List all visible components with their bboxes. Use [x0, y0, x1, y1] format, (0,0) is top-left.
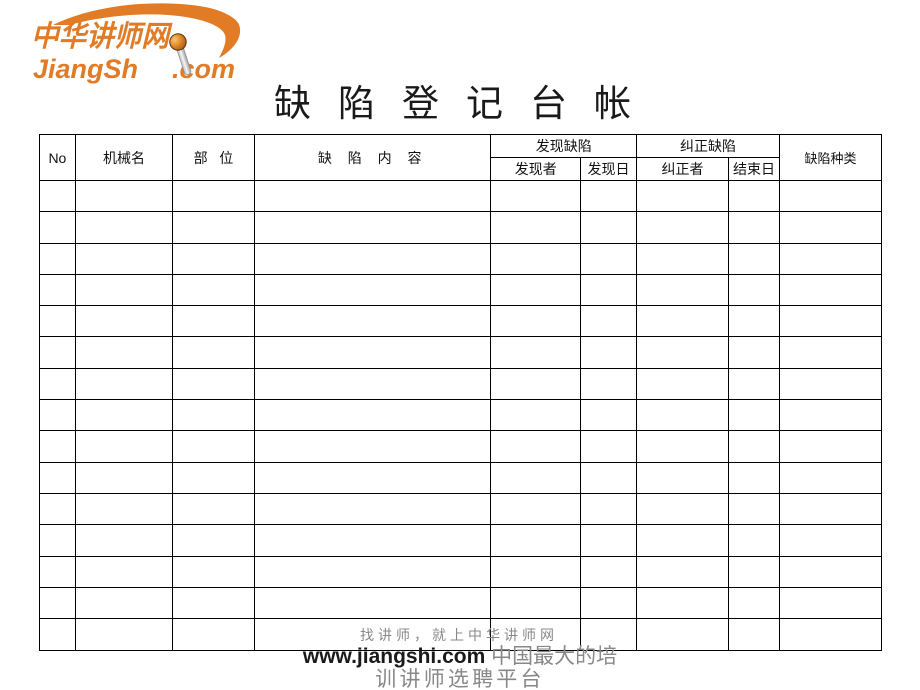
svg-text:JiangSh: JiangSh	[33, 54, 138, 84]
svg-text:中华讲师网: 中华讲师网	[31, 20, 173, 53]
